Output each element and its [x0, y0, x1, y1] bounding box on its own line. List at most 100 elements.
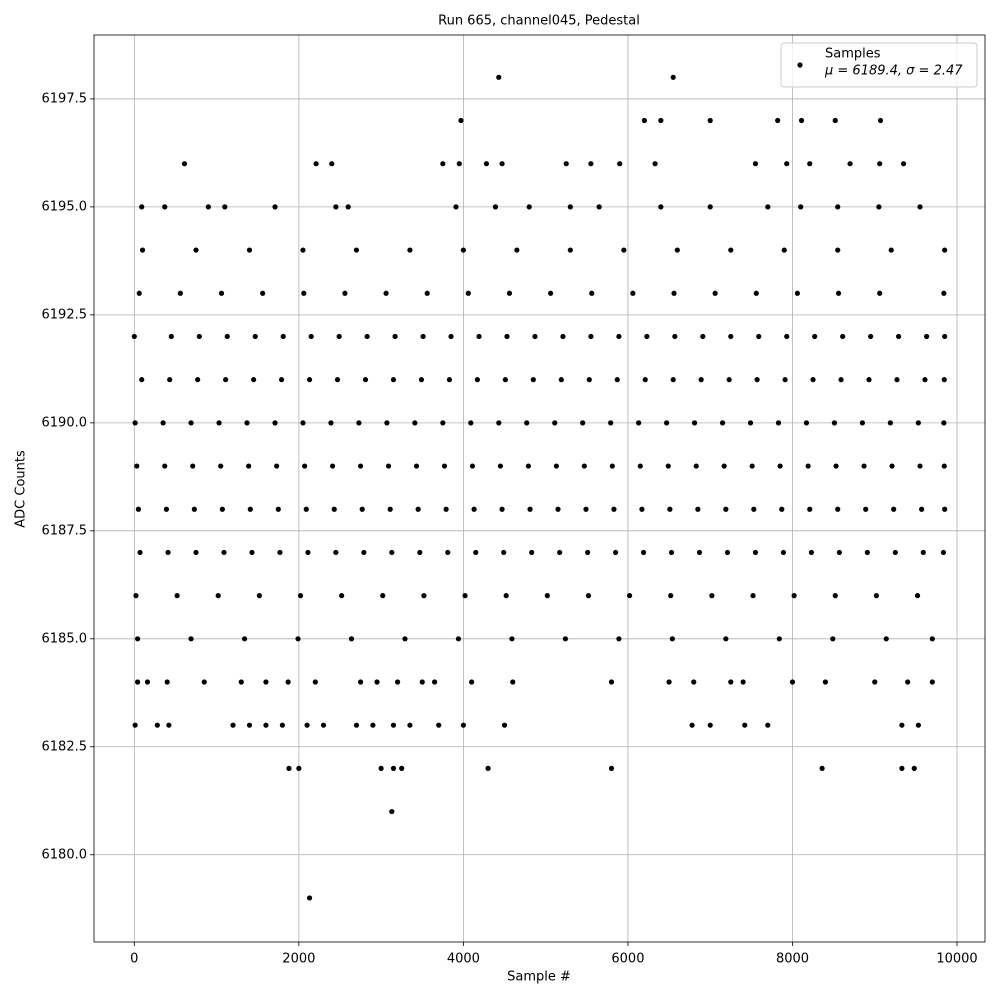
point — [407, 247, 413, 253]
point — [872, 679, 878, 685]
point — [246, 463, 252, 469]
point — [616, 636, 622, 642]
point — [940, 549, 947, 556]
point — [455, 636, 462, 642]
point — [866, 377, 872, 383]
point — [224, 333, 230, 340]
point — [691, 420, 698, 426]
point — [415, 506, 421, 512]
point — [275, 506, 281, 512]
point — [721, 463, 727, 469]
point — [471, 506, 477, 512]
y-tick-label: 6190.0 — [42, 415, 88, 430]
point — [387, 506, 393, 512]
point — [630, 290, 636, 296]
point — [524, 420, 530, 426]
point — [247, 506, 253, 512]
point — [295, 636, 301, 642]
point — [135, 506, 142, 512]
point — [529, 549, 535, 556]
point — [616, 333, 622, 340]
point — [670, 74, 676, 80]
point — [585, 593, 592, 599]
point — [752, 161, 759, 167]
y-tick-label: 6195.0 — [42, 199, 88, 214]
point — [163, 506, 169, 512]
point — [781, 247, 787, 253]
point — [812, 333, 818, 340]
point — [563, 161, 569, 167]
point — [608, 420, 614, 426]
point — [420, 333, 426, 340]
point — [359, 506, 365, 512]
point — [260, 290, 266, 296]
point — [134, 463, 140, 469]
point — [167, 377, 173, 383]
point — [448, 333, 454, 340]
point — [177, 290, 183, 296]
point — [453, 204, 459, 210]
point — [613, 549, 619, 556]
point — [868, 333, 874, 340]
point — [468, 420, 474, 426]
point — [819, 765, 825, 771]
point — [588, 333, 594, 340]
point — [555, 506, 561, 512]
point — [863, 506, 869, 512]
point — [421, 593, 427, 599]
point — [552, 420, 558, 426]
point — [877, 117, 884, 124]
point — [286, 765, 292, 771]
point — [135, 679, 141, 685]
point — [596, 204, 602, 210]
point — [798, 204, 804, 210]
point — [331, 506, 337, 512]
point — [777, 463, 783, 469]
point — [894, 377, 900, 383]
point — [218, 290, 225, 296]
point — [674, 247, 680, 253]
point — [443, 506, 449, 512]
point — [348, 636, 355, 642]
point — [499, 161, 505, 167]
point — [308, 333, 314, 340]
point — [230, 722, 236, 728]
point — [614, 377, 620, 383]
legend-note: μ = 6189.4, σ = 2.47 — [824, 64, 963, 79]
y-tick-label: 6192.5 — [42, 307, 88, 322]
point — [611, 506, 617, 512]
point — [889, 463, 895, 469]
point — [667, 506, 673, 512]
point — [562, 636, 569, 642]
point — [166, 722, 172, 728]
point — [836, 549, 842, 556]
point — [917, 463, 923, 469]
point — [201, 679, 207, 685]
point — [567, 247, 573, 253]
point — [756, 333, 762, 340]
point — [740, 679, 746, 685]
point — [892, 549, 898, 556]
point — [162, 204, 168, 210]
point — [312, 679, 318, 685]
point — [905, 679, 911, 685]
point — [712, 290, 718, 296]
point — [503, 593, 509, 599]
point — [835, 247, 841, 253]
point — [139, 377, 145, 383]
point — [131, 333, 137, 340]
point — [263, 679, 269, 685]
point — [135, 636, 141, 642]
point — [709, 593, 715, 599]
point — [378, 765, 384, 771]
point — [527, 506, 533, 512]
point — [923, 333, 930, 340]
point — [402, 636, 408, 642]
point — [835, 506, 841, 512]
point — [877, 161, 883, 167]
point — [133, 593, 139, 599]
point — [553, 463, 559, 469]
point — [504, 333, 510, 340]
point — [642, 377, 648, 383]
point — [510, 679, 516, 685]
